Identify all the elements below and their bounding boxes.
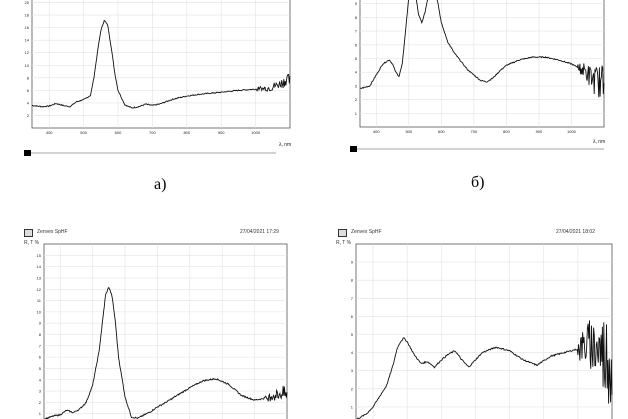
x-tick-label: 400 bbox=[46, 130, 53, 135]
x-tick-label: 500 bbox=[80, 130, 87, 135]
y-tick-label: 8 bbox=[351, 278, 354, 283]
x-tick-label: 600 bbox=[115, 130, 122, 135]
y-tick-label: 4 bbox=[27, 100, 30, 105]
y-tick-label: 16 bbox=[25, 25, 30, 30]
y-tick-label: 2 bbox=[351, 386, 354, 391]
x-tick-label: 900 bbox=[536, 129, 543, 134]
y-axis-label: R, T % bbox=[24, 240, 40, 246]
y-tick-label: 6 bbox=[355, 42, 358, 47]
plot-frame bbox=[31, 0, 291, 129]
scroll-thumb bbox=[350, 146, 357, 152]
caption-b: б) bbox=[471, 174, 485, 191]
y-tick-label: 9 bbox=[355, 1, 358, 6]
app-name: Zenvex SpHF bbox=[37, 229, 68, 235]
chart-b-svg: 1 2 3 4 5 6 7 8 9 400 500 600 700 800 900 1000 λ, nm bbox=[350, 0, 605, 152]
y-tick-label: 4 bbox=[351, 350, 354, 355]
x-tick-label: 800 bbox=[503, 129, 510, 134]
y-tick-label: 12 bbox=[25, 50, 30, 55]
y-tick-label: 3 bbox=[351, 368, 354, 373]
y-tick-label: 12 bbox=[37, 287, 42, 292]
y-tick-label: 7 bbox=[351, 296, 354, 301]
y-tick-label: 7 bbox=[355, 29, 358, 34]
chart-a-svg: 2 4 6 8 10 12 14 16 18 20 400 500 600 700 800 900 1000 λ,… bbox=[24, 0, 291, 156]
y-tick-label: 5 bbox=[351, 332, 354, 337]
plot-frame bbox=[359, 0, 605, 128]
plot-frame bbox=[43, 243, 288, 419]
spectrum-line bbox=[356, 320, 613, 419]
y-tick-label: 6 bbox=[351, 314, 354, 319]
y-tick-label: 13 bbox=[37, 275, 42, 280]
y-axis-label: R, T % bbox=[336, 240, 352, 246]
y-tick-label: 3 bbox=[355, 83, 358, 88]
x-tick-label: 700 bbox=[149, 130, 156, 135]
y-tick-label: 8 bbox=[27, 75, 30, 80]
x-axis-label: λ, nm bbox=[279, 142, 291, 148]
spectrum-line bbox=[44, 286, 288, 419]
y-tick-label: 9 bbox=[39, 321, 42, 326]
chart-panel-b: 1 2 3 4 5 6 7 8 9 400 500 600 700 800 900 1000 λ, nm bbox=[0, 0, 628, 160]
x-tick-label: 1000 bbox=[567, 129, 577, 134]
x-tick-label: 1000 bbox=[251, 130, 261, 135]
x-tick-label: 400 bbox=[373, 129, 380, 134]
y-tick-label: 8 bbox=[355, 15, 358, 20]
datetime-label: 27/04/2021 17:29 bbox=[240, 229, 279, 235]
app-icon bbox=[338, 229, 347, 237]
y-tick-label: 11 bbox=[37, 298, 42, 303]
y-tick-label: 8 bbox=[39, 332, 42, 337]
y-tick-label: 10 bbox=[25, 63, 30, 68]
y-tick-label: 9 bbox=[351, 260, 354, 265]
y-tick-label: 15 bbox=[37, 253, 42, 258]
x-tick-label: 900 bbox=[218, 130, 225, 135]
y-tick-label: 10 bbox=[37, 309, 42, 314]
y-tick-label: 1 bbox=[351, 404, 354, 409]
chart-panel-a: 2 4 6 8 10 12 14 16 18 20 400 500 600 700 800 900 1000 λ,… bbox=[0, 0, 300, 160]
y-tick-label: 2 bbox=[39, 400, 42, 405]
y-tick-label: 4 bbox=[39, 377, 42, 382]
caption-a: а) bbox=[154, 176, 167, 193]
y-tick-label: 2 bbox=[27, 113, 30, 118]
y-tick-label: 20 bbox=[25, 0, 30, 5]
scroll-thumb bbox=[24, 150, 31, 156]
y-tick-label: 3 bbox=[39, 389, 42, 394]
spectrum-line bbox=[359, 0, 605, 98]
y-tick-label: 7 bbox=[39, 343, 42, 348]
x-axis-label: λ, nm bbox=[593, 139, 605, 145]
y-tick-label: 5 bbox=[39, 366, 42, 371]
app-name: Zenvex SpHF bbox=[351, 229, 382, 235]
y-tick-label: 2 bbox=[355, 97, 358, 102]
y-tick-label: 18 bbox=[25, 13, 30, 18]
y-tick-label: 6 bbox=[39, 355, 42, 360]
plot-frame bbox=[355, 243, 613, 419]
y-tick-label: 4 bbox=[355, 70, 358, 75]
y-tick-label: 14 bbox=[25, 38, 30, 43]
y-tick-label: 5 bbox=[355, 56, 358, 61]
spectrum-line bbox=[32, 19, 291, 109]
y-tick-label: 1 bbox=[355, 111, 358, 116]
app-icon bbox=[24, 229, 33, 237]
x-tick-label: 500 bbox=[405, 129, 412, 134]
x-tick-label: 700 bbox=[471, 129, 478, 134]
y-tick-label: 6 bbox=[27, 88, 30, 93]
x-tick-label: 600 bbox=[438, 129, 445, 134]
datetime-label: 27/04/2021 18:02 bbox=[556, 229, 595, 235]
y-tick-label: 1 bbox=[39, 411, 42, 416]
x-tick-label: 800 bbox=[183, 130, 190, 135]
y-tick-label: 14 bbox=[37, 264, 42, 269]
